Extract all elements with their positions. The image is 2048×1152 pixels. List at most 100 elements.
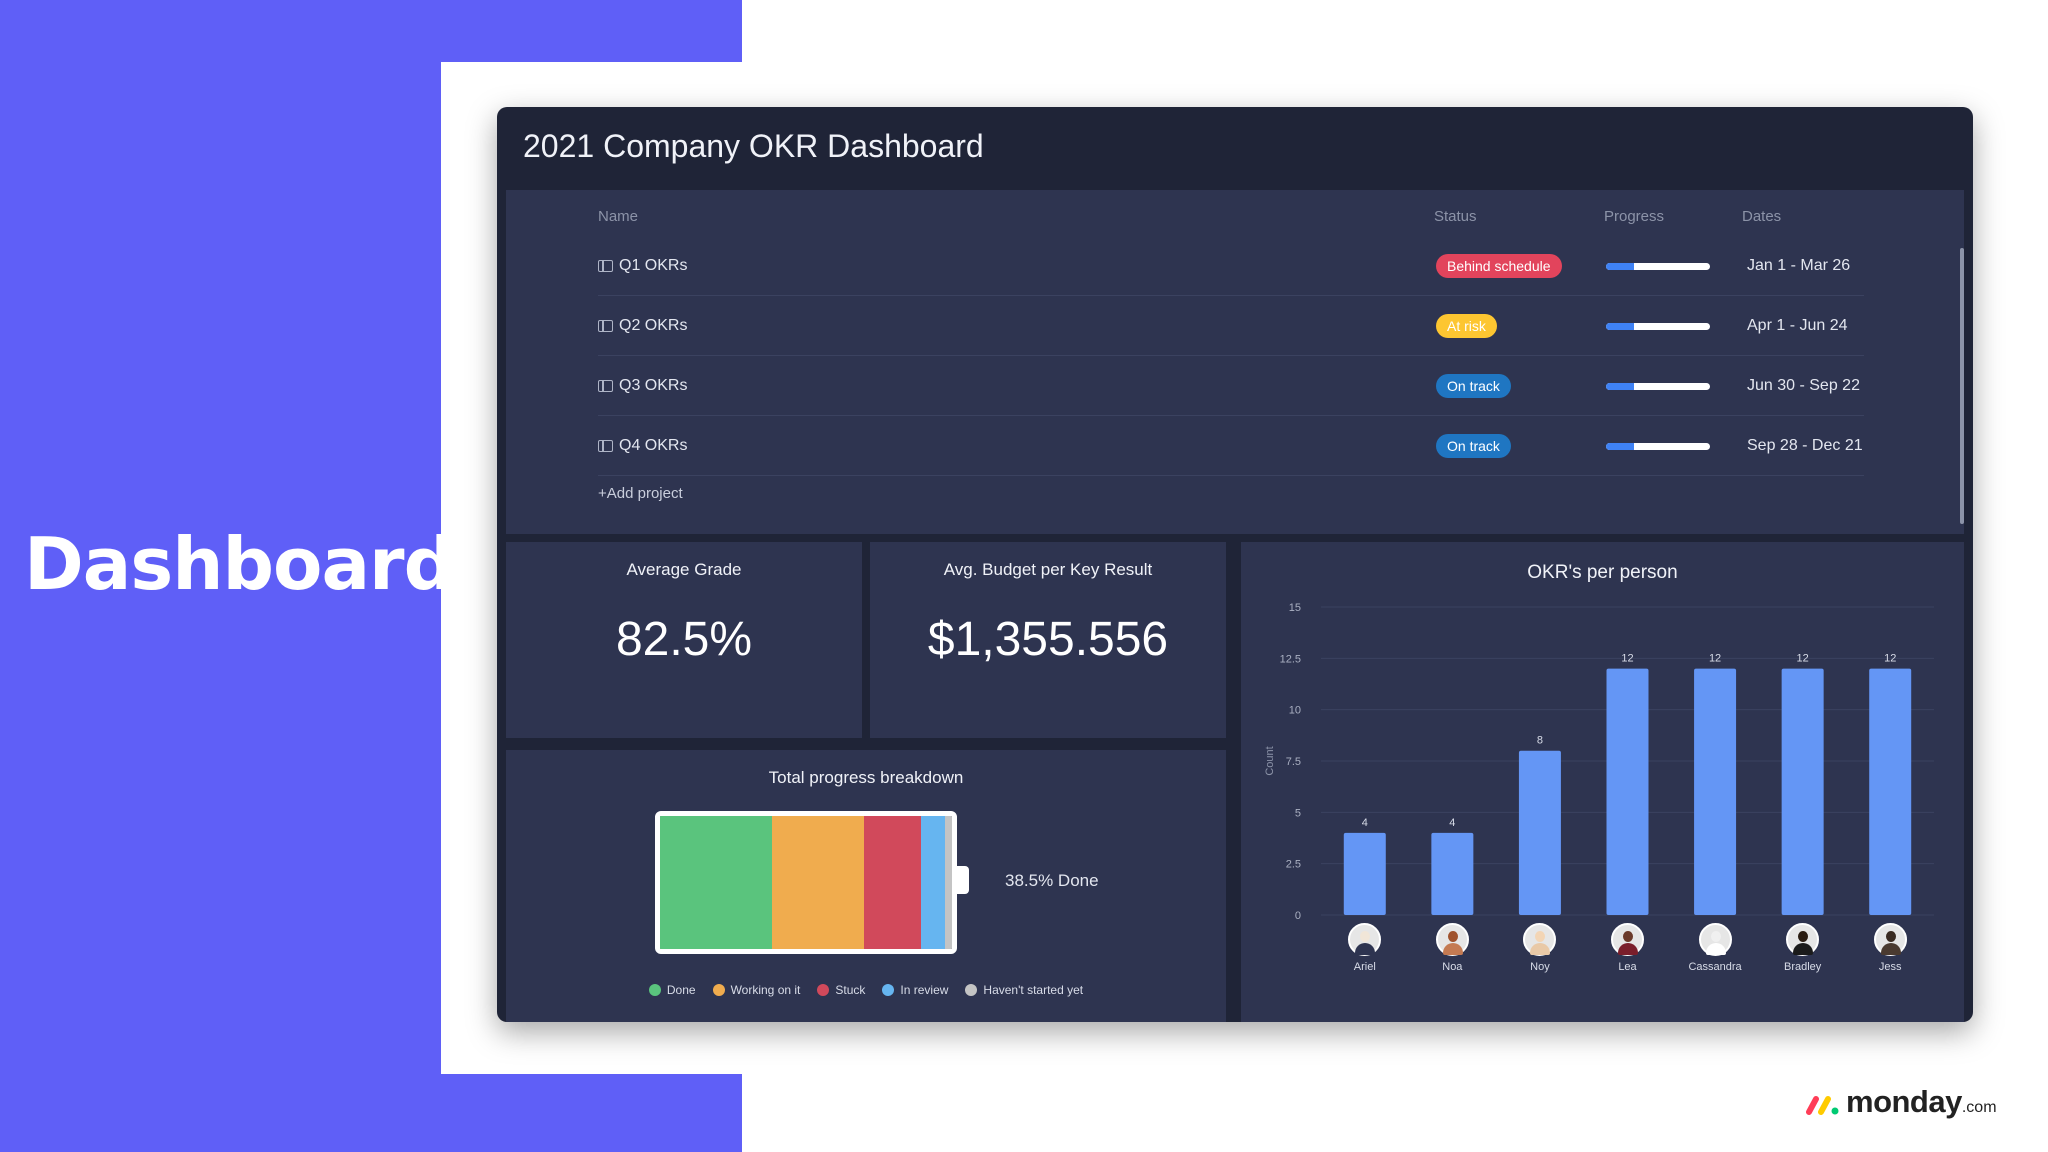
avatar-body — [1355, 943, 1376, 955]
dashboard-window: 2021 Company OKR Dashboard Name Status P… — [497, 107, 1973, 1022]
avatar-body — [1442, 943, 1463, 955]
y-tick-label: 5 — [1295, 807, 1301, 819]
column-header-name[interactable]: Name — [598, 208, 639, 225]
y-tick-label: 2.5 — [1286, 859, 1301, 871]
row-name[interactable]: Q2 OKRs — [598, 317, 687, 335]
bar-value-label: 12 — [1709, 653, 1721, 665]
avatar-body — [1705, 943, 1726, 955]
x-tick-label: Bradley — [1784, 961, 1822, 973]
bar-value-label: 12 — [1884, 653, 1896, 665]
bar — [1694, 668, 1737, 915]
y-axis-label: Count — [1264, 746, 1276, 775]
progress-fill — [1606, 323, 1635, 330]
x-tick-label: Ariel — [1354, 961, 1376, 973]
column-header-status[interactable]: Status — [1434, 208, 1477, 225]
y-tick-label: 12.5 — [1280, 653, 1301, 665]
legend-dot — [712, 984, 725, 996]
table-row[interactable]: Q4 OKRs On track Sep 28 - Dec 21 — [598, 416, 1864, 476]
bar — [1343, 832, 1386, 915]
avatar-body — [1618, 943, 1638, 955]
bar — [1869, 668, 1912, 915]
x-tick-label: Noa — [1442, 961, 1463, 973]
table-row[interactable]: Q2 OKRs At risk Apr 1 - Jun 24 — [598, 296, 1864, 356]
avatar-head — [1710, 931, 1721, 942]
avatar — [1348, 923, 1382, 956]
bar-value-label: 4 — [1449, 817, 1455, 829]
table-row[interactable]: Q1 OKRs Behind schedule Jan 1 - Mar 26 — [598, 236, 1864, 296]
x-tick-label: Lea — [1618, 961, 1637, 973]
board-icon — [598, 260, 613, 272]
kpi-title: Avg. Budget per Key Result — [943, 560, 1153, 579]
legend-label: Haven't started yet — [983, 983, 1084, 997]
progress-bar — [1606, 323, 1710, 330]
legend-label: Working on it — [730, 983, 801, 997]
avatar — [1786, 923, 1820, 956]
row-dates[interactable]: Jan 1 - Mar 26 — [1747, 257, 1851, 274]
bar — [1781, 668, 1824, 915]
monday-logo: monday .com — [1806, 1084, 1997, 1120]
status-badge[interactable]: On track — [1436, 434, 1511, 458]
x-tick-label: Jess — [1879, 961, 1902, 973]
legend-label: Stuck — [835, 983, 866, 997]
status-badge[interactable]: At risk — [1436, 314, 1497, 338]
bar-value-label: 8 — [1537, 735, 1543, 747]
row-dates[interactable]: Apr 1 - Jun 24 — [1747, 317, 1848, 334]
done-percentage-label: 38.5% Done — [1005, 871, 1099, 890]
status-badge[interactable]: Behind schedule — [1436, 254, 1562, 278]
dashboard-title: 2021 Company OKR Dashboard — [523, 128, 984, 164]
battery-tip — [957, 866, 969, 894]
board-icon — [598, 440, 613, 452]
x-tick-label: Cassandra — [1688, 961, 1742, 973]
legend-dot — [882, 984, 895, 996]
board-icon — [598, 380, 613, 392]
row-dates[interactable]: Jun 30 - Sep 22 — [1747, 377, 1860, 394]
progress-fill — [1606, 263, 1635, 270]
y-tick-label: 15 — [1289, 602, 1301, 614]
avatar-head — [1447, 931, 1458, 942]
row-name[interactable]: Q1 OKRs — [598, 257, 687, 275]
avatar-body — [1880, 943, 1901, 955]
row-dates[interactable]: Sep 28 - Dec 21 — [1747, 437, 1863, 454]
legend-label: In review — [900, 983, 949, 997]
bar — [1606, 668, 1649, 915]
legend-label: Done — [666, 983, 696, 997]
legend-item: Working on it — [712, 983, 801, 997]
battery-segment — [944, 816, 952, 949]
average-grade-card: Average Grade 82.5% — [506, 542, 862, 738]
progress-breakdown-card: Total progress breakdown 38.5% Done Done… — [506, 750, 1226, 1022]
table-scrollbar[interactable] — [1960, 248, 1964, 524]
kpi-value: 82.5% — [615, 613, 753, 666]
bar-value-label: 12 — [1797, 653, 1809, 665]
legend-item: In review — [882, 983, 948, 997]
row-name[interactable]: Q3 OKRs — [598, 377, 687, 395]
table-row[interactable]: Q3 OKRs On track Jun 30 - Sep 22 — [598, 356, 1864, 416]
y-tick-label: 0 — [1295, 910, 1301, 922]
avatar — [1523, 923, 1557, 956]
row-name[interactable]: Q4 OKRs — [598, 437, 687, 455]
x-tick-label: Noy — [1530, 961, 1550, 973]
column-header-dates[interactable]: Dates — [1742, 208, 1782, 225]
okr-per-person-chart: 0 2.5 5 7.5 10 12.5 15 Count 4 Ariel 4 Noa 8 Noy 12 Lea… — [1264, 602, 1934, 973]
monday-logo-icon — [1806, 1096, 1839, 1115]
battery-segment — [864, 816, 922, 949]
avatar — [1873, 923, 1907, 956]
chart-title: OKR's per person — [1527, 562, 1678, 583]
y-tick-label: 7.5 — [1286, 756, 1301, 768]
status-badge[interactable]: On track — [1436, 374, 1511, 398]
progress-battery — [655, 811, 957, 954]
hero-title: Dashboard — [24, 522, 455, 606]
okr-table: Name Status Progress Dates Q1 OKRs Behin… — [506, 190, 1964, 534]
avatar-body — [1530, 943, 1551, 955]
column-header-progress[interactable]: Progress — [1604, 208, 1665, 225]
legend-dot — [648, 984, 661, 996]
progress-fill — [1606, 443, 1635, 450]
battery-segment — [660, 816, 773, 949]
legend-dot — [817, 984, 830, 996]
progress-fill — [1606, 383, 1635, 390]
avg-budget-card: Avg. Budget per Key Result $1,355.556 — [870, 542, 1226, 738]
okr-per-person-card: OKR's per person 0 2.5 5 7.5 10 12.5 15 Count 4 A… — [1241, 542, 1964, 1022]
bar-value-label: 12 — [1621, 653, 1633, 665]
avatar-head — [1623, 931, 1633, 942]
bar-value-label: 4 — [1362, 817, 1368, 829]
add-project-button[interactable]: +Add project — [598, 485, 683, 502]
